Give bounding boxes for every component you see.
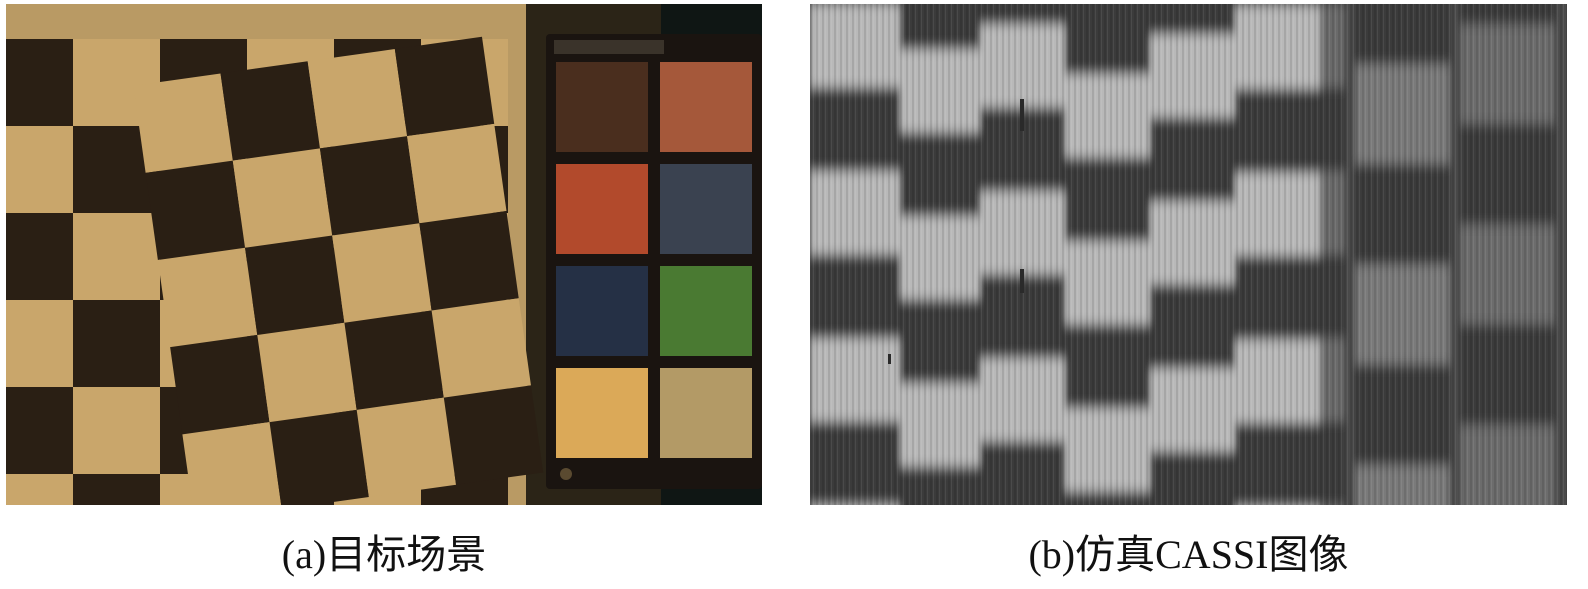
checker-square (6, 474, 73, 505)
board-square (232, 148, 333, 248)
board-square (157, 247, 258, 348)
rotated-checkerboard (133, 36, 544, 505)
color-patch (660, 164, 752, 254)
board-square (245, 235, 345, 335)
checker-square (73, 213, 160, 300)
board-square (307, 49, 408, 149)
board-square (170, 334, 270, 435)
target-scene-image (6, 4, 762, 505)
checker-square (73, 474, 160, 505)
board-square (182, 422, 282, 505)
color-checker-chart (546, 34, 762, 489)
color-patch (660, 368, 752, 458)
color-patch (556, 368, 648, 458)
checker-square (6, 39, 73, 126)
board-square (419, 211, 519, 311)
checker-square (6, 300, 73, 387)
board-square (220, 61, 320, 161)
color-patch (556, 62, 648, 152)
board-square (407, 123, 507, 224)
board-square (332, 223, 432, 323)
cassi-simulation-image (810, 4, 1567, 505)
board-square (133, 73, 233, 173)
color-patch (660, 62, 752, 152)
color-patch (660, 266, 752, 356)
board-square (257, 322, 357, 423)
board-square (269, 409, 369, 505)
board-square (145, 160, 246, 261)
board-square (344, 310, 444, 410)
board-square (394, 36, 495, 137)
caption-cassi-image: (b)仿真CASSI图像 (1028, 532, 1349, 577)
board-square (356, 397, 457, 497)
checker-square (6, 126, 73, 213)
checker-square (6, 213, 73, 300)
board-square (319, 136, 420, 236)
board-square (443, 385, 544, 485)
board-square (431, 298, 531, 398)
color-patch (556, 266, 648, 356)
caption-target-scene: (a)目标场景 (281, 532, 487, 577)
color-patch (556, 164, 648, 254)
checker-square (73, 387, 160, 474)
checker-square (73, 300, 160, 387)
checker-square (6, 387, 73, 474)
